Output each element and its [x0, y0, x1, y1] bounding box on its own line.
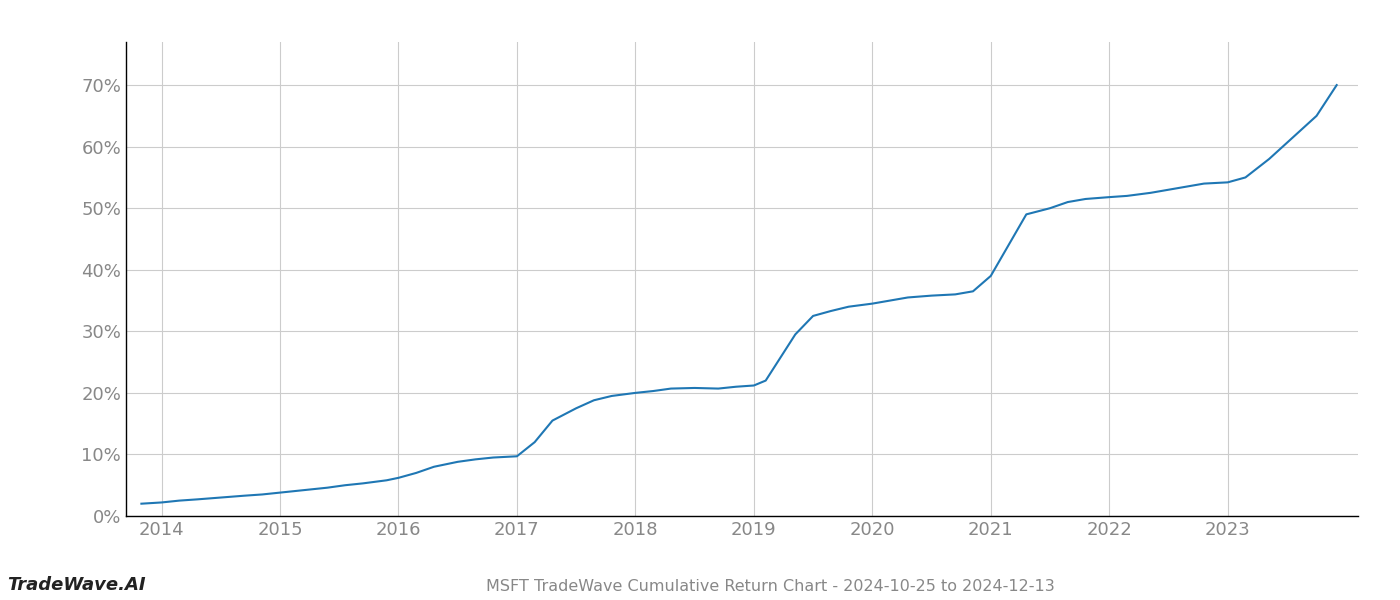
Text: MSFT TradeWave Cumulative Return Chart - 2024-10-25 to 2024-12-13: MSFT TradeWave Cumulative Return Chart -… [486, 579, 1054, 594]
Text: TradeWave.AI: TradeWave.AI [7, 576, 146, 594]
